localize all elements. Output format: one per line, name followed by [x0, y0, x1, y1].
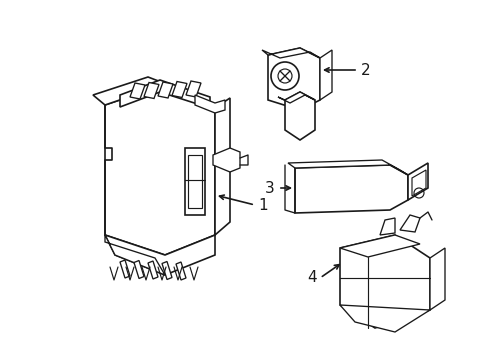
- Polygon shape: [105, 235, 164, 275]
- Polygon shape: [176, 262, 185, 280]
- Polygon shape: [379, 218, 394, 235]
- Polygon shape: [130, 83, 145, 99]
- Polygon shape: [339, 235, 429, 328]
- Text: 4: 4: [307, 270, 316, 285]
- Polygon shape: [143, 82, 159, 99]
- Polygon shape: [185, 81, 201, 97]
- Polygon shape: [285, 92, 314, 140]
- Text: 1: 1: [258, 198, 267, 212]
- Polygon shape: [215, 98, 229, 235]
- Polygon shape: [213, 148, 240, 172]
- Polygon shape: [172, 81, 186, 98]
- Polygon shape: [399, 215, 419, 232]
- Polygon shape: [120, 260, 130, 278]
- Polygon shape: [339, 305, 429, 332]
- Polygon shape: [267, 48, 319, 110]
- Polygon shape: [339, 235, 419, 257]
- Polygon shape: [105, 235, 215, 275]
- Polygon shape: [429, 248, 444, 310]
- Polygon shape: [287, 160, 407, 175]
- Polygon shape: [184, 148, 204, 215]
- Polygon shape: [294, 165, 407, 213]
- Polygon shape: [148, 261, 158, 279]
- Polygon shape: [134, 261, 143, 279]
- Polygon shape: [105, 88, 215, 255]
- Text: 3: 3: [264, 180, 274, 195]
- Polygon shape: [187, 155, 202, 208]
- Polygon shape: [278, 92, 314, 103]
- Polygon shape: [158, 82, 173, 98]
- Polygon shape: [195, 95, 224, 113]
- Polygon shape: [407, 163, 427, 200]
- Polygon shape: [411, 170, 425, 196]
- Polygon shape: [162, 261, 172, 279]
- Text: 2: 2: [360, 63, 370, 77]
- Polygon shape: [93, 77, 215, 108]
- Polygon shape: [319, 50, 331, 100]
- Polygon shape: [262, 48, 319, 58]
- Polygon shape: [120, 80, 209, 108]
